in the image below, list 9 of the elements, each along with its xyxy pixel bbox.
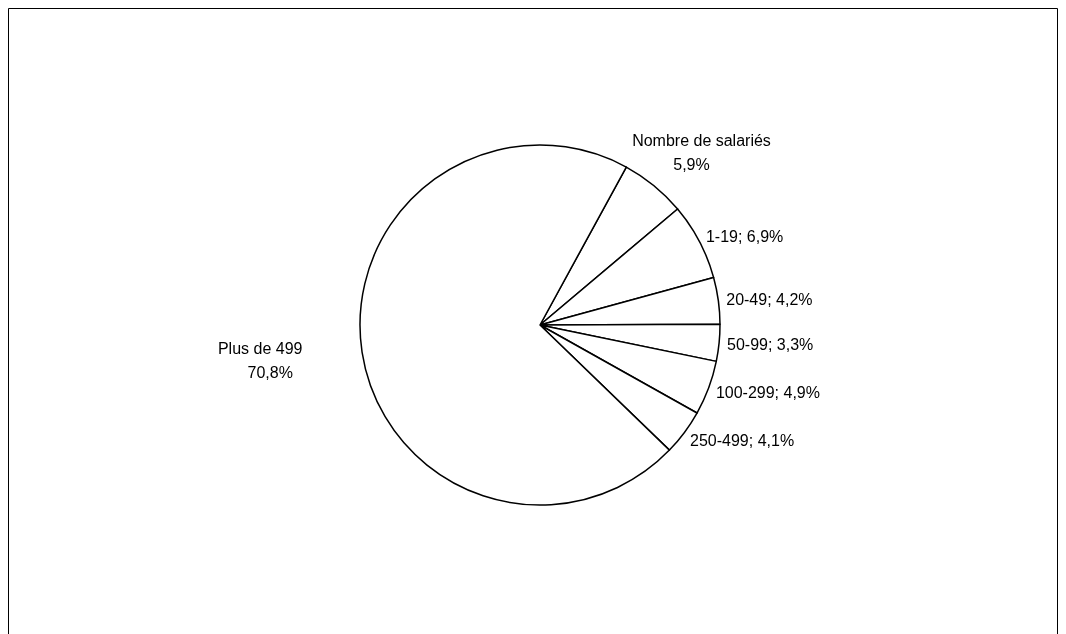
slice-label: Plus de 499 — [217, 339, 303, 357]
slice-label: 20-49; 4,2% — [726, 291, 813, 309]
data-label: 70,8% — [247, 363, 293, 381]
data-label: 5,9% — [673, 156, 710, 174]
slice-label: 100-299; 4,9% — [715, 384, 820, 402]
slice-label: Nombre de salariés — [632, 132, 771, 150]
slice-label: 50-99; 3,3% — [727, 336, 814, 354]
slice-label: 1-19; 6,9% — [705, 227, 784, 245]
slice-label: 250-499; 4,1% — [690, 431, 795, 449]
